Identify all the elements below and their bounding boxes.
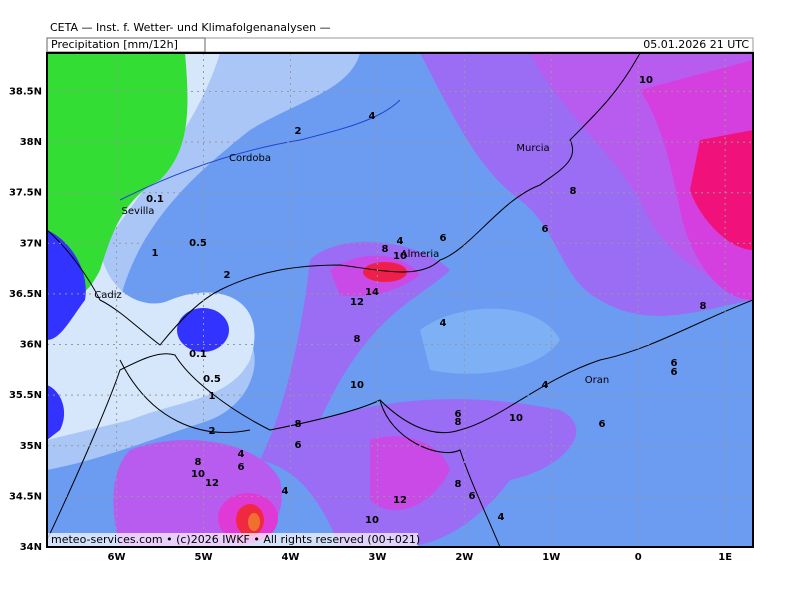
contour-label: 8 bbox=[700, 301, 707, 312]
graticule bbox=[47, 53, 753, 547]
contour-label: 4 bbox=[238, 449, 245, 460]
lat-label: 36.5N bbox=[9, 289, 42, 300]
city-label: Almeria bbox=[401, 249, 440, 260]
lon-label: 6W bbox=[108, 552, 126, 563]
contour-label: 2 bbox=[209, 426, 216, 437]
sea-blue-south bbox=[47, 385, 65, 440]
coastlines bbox=[47, 53, 753, 547]
city-label: Oran bbox=[585, 375, 609, 386]
footer-bg bbox=[48, 533, 418, 546]
contour-label: 1 bbox=[152, 248, 159, 259]
valid-time: 05.01.2026 21 UTC bbox=[643, 38, 749, 51]
contour-label: 2 bbox=[295, 126, 302, 137]
contour-label: 8 bbox=[455, 417, 462, 428]
contour-label: 12 bbox=[393, 495, 407, 506]
borders bbox=[119, 359, 501, 547]
contour-label: 0.1 bbox=[146, 194, 164, 205]
lon-label: 3W bbox=[368, 552, 386, 563]
field-magenta-rif bbox=[370, 436, 450, 510]
lat-label: 35.5N bbox=[9, 390, 42, 401]
field-light-center bbox=[420, 308, 560, 374]
contour-label: 0.5 bbox=[203, 374, 221, 385]
coast-spain bbox=[47, 53, 641, 346]
land-green bbox=[47, 53, 188, 294]
contour-label: 4 bbox=[282, 486, 289, 497]
lat-label: 38.5N bbox=[9, 86, 42, 97]
city-label: Murcia bbox=[516, 143, 549, 154]
field bbox=[47, 53, 753, 547]
lat-label: 35N bbox=[20, 441, 42, 452]
city-label: Cordoba bbox=[229, 153, 271, 164]
contour-label: 6 bbox=[440, 233, 447, 244]
contour-label: 0.5 bbox=[189, 238, 207, 249]
rivers bbox=[119, 99, 401, 201]
lon-label: 5W bbox=[195, 552, 213, 563]
contour-label: 10 bbox=[365, 515, 379, 526]
lon-label: 1E bbox=[718, 552, 732, 563]
lon-label: 2W bbox=[455, 552, 473, 563]
field-purple-south bbox=[260, 241, 577, 547]
lat-label: 37N bbox=[20, 238, 42, 249]
contour-label: 4 bbox=[542, 380, 549, 391]
contour-label: 8 bbox=[195, 457, 202, 468]
labels: Sevilla Cordoba Murcia Almeria Cadiz Oran 2 4 0.… bbox=[94, 75, 706, 526]
contour-label: 6 bbox=[671, 358, 678, 369]
contour-label: 12 bbox=[205, 478, 219, 489]
field-red bbox=[690, 130, 753, 250]
contour-label: 10 bbox=[639, 75, 653, 86]
footer: meteo-services.com • (c)2026 IWKF • All … bbox=[51, 533, 420, 546]
header-title: CETA — Inst. f. Wetter- und Klimafolgena… bbox=[50, 21, 331, 34]
coast-africa bbox=[47, 299, 753, 541]
river bbox=[119, 99, 401, 201]
contour-label: 8 bbox=[354, 334, 361, 345]
contour-label: 6 bbox=[455, 409, 462, 420]
contour-label: 8 bbox=[455, 479, 462, 490]
city-label: Cadiz bbox=[94, 290, 122, 301]
contour-label: 8 bbox=[570, 186, 577, 197]
contour-label: 4 bbox=[397, 236, 404, 247]
contour-label: 4 bbox=[498, 512, 505, 523]
contour-label: 6 bbox=[599, 419, 606, 430]
contour-label: 8 bbox=[382, 244, 389, 255]
product: Precipitation [mm/12h] bbox=[51, 38, 178, 51]
lon-label: 1W bbox=[542, 552, 560, 563]
blob-blue bbox=[177, 308, 229, 352]
contour-label: 1 bbox=[209, 391, 216, 402]
lon-label: 4W bbox=[281, 552, 299, 563]
contour-label: 2 bbox=[224, 270, 231, 281]
field-orange-sw bbox=[248, 513, 260, 531]
lat-label: 34.5N bbox=[9, 491, 42, 502]
contour-label: 6 bbox=[671, 367, 678, 378]
contour-label: 10 bbox=[191, 469, 205, 480]
contour-label: 6 bbox=[238, 462, 245, 473]
contour-label: 8 bbox=[295, 419, 302, 430]
contour-label: 10 bbox=[393, 251, 407, 262]
contour-label: 4 bbox=[440, 318, 447, 329]
lon-label: 0 bbox=[635, 552, 642, 563]
contour-label: 6 bbox=[542, 224, 549, 235]
contour-label: 10 bbox=[350, 380, 364, 391]
lat-label: 34N bbox=[20, 542, 42, 553]
contour-label: 0.1 bbox=[189, 349, 207, 360]
contour-label: 6 bbox=[295, 440, 302, 451]
contour-label: 4 bbox=[369, 111, 376, 122]
field-red-almeria bbox=[363, 262, 407, 282]
city-label: Sevilla bbox=[122, 206, 155, 217]
lat-label: 38N bbox=[20, 137, 42, 148]
contour-label: 14 bbox=[365, 287, 379, 298]
contour-label: 12 bbox=[350, 297, 364, 308]
contour-label: 6 bbox=[469, 491, 476, 502]
map-frame bbox=[46, 52, 754, 548]
contour-label: 10 bbox=[509, 413, 523, 424]
sea-blue bbox=[47, 230, 86, 340]
lat-label: 36N bbox=[20, 340, 42, 351]
lat-label: 37.5N bbox=[9, 188, 42, 199]
